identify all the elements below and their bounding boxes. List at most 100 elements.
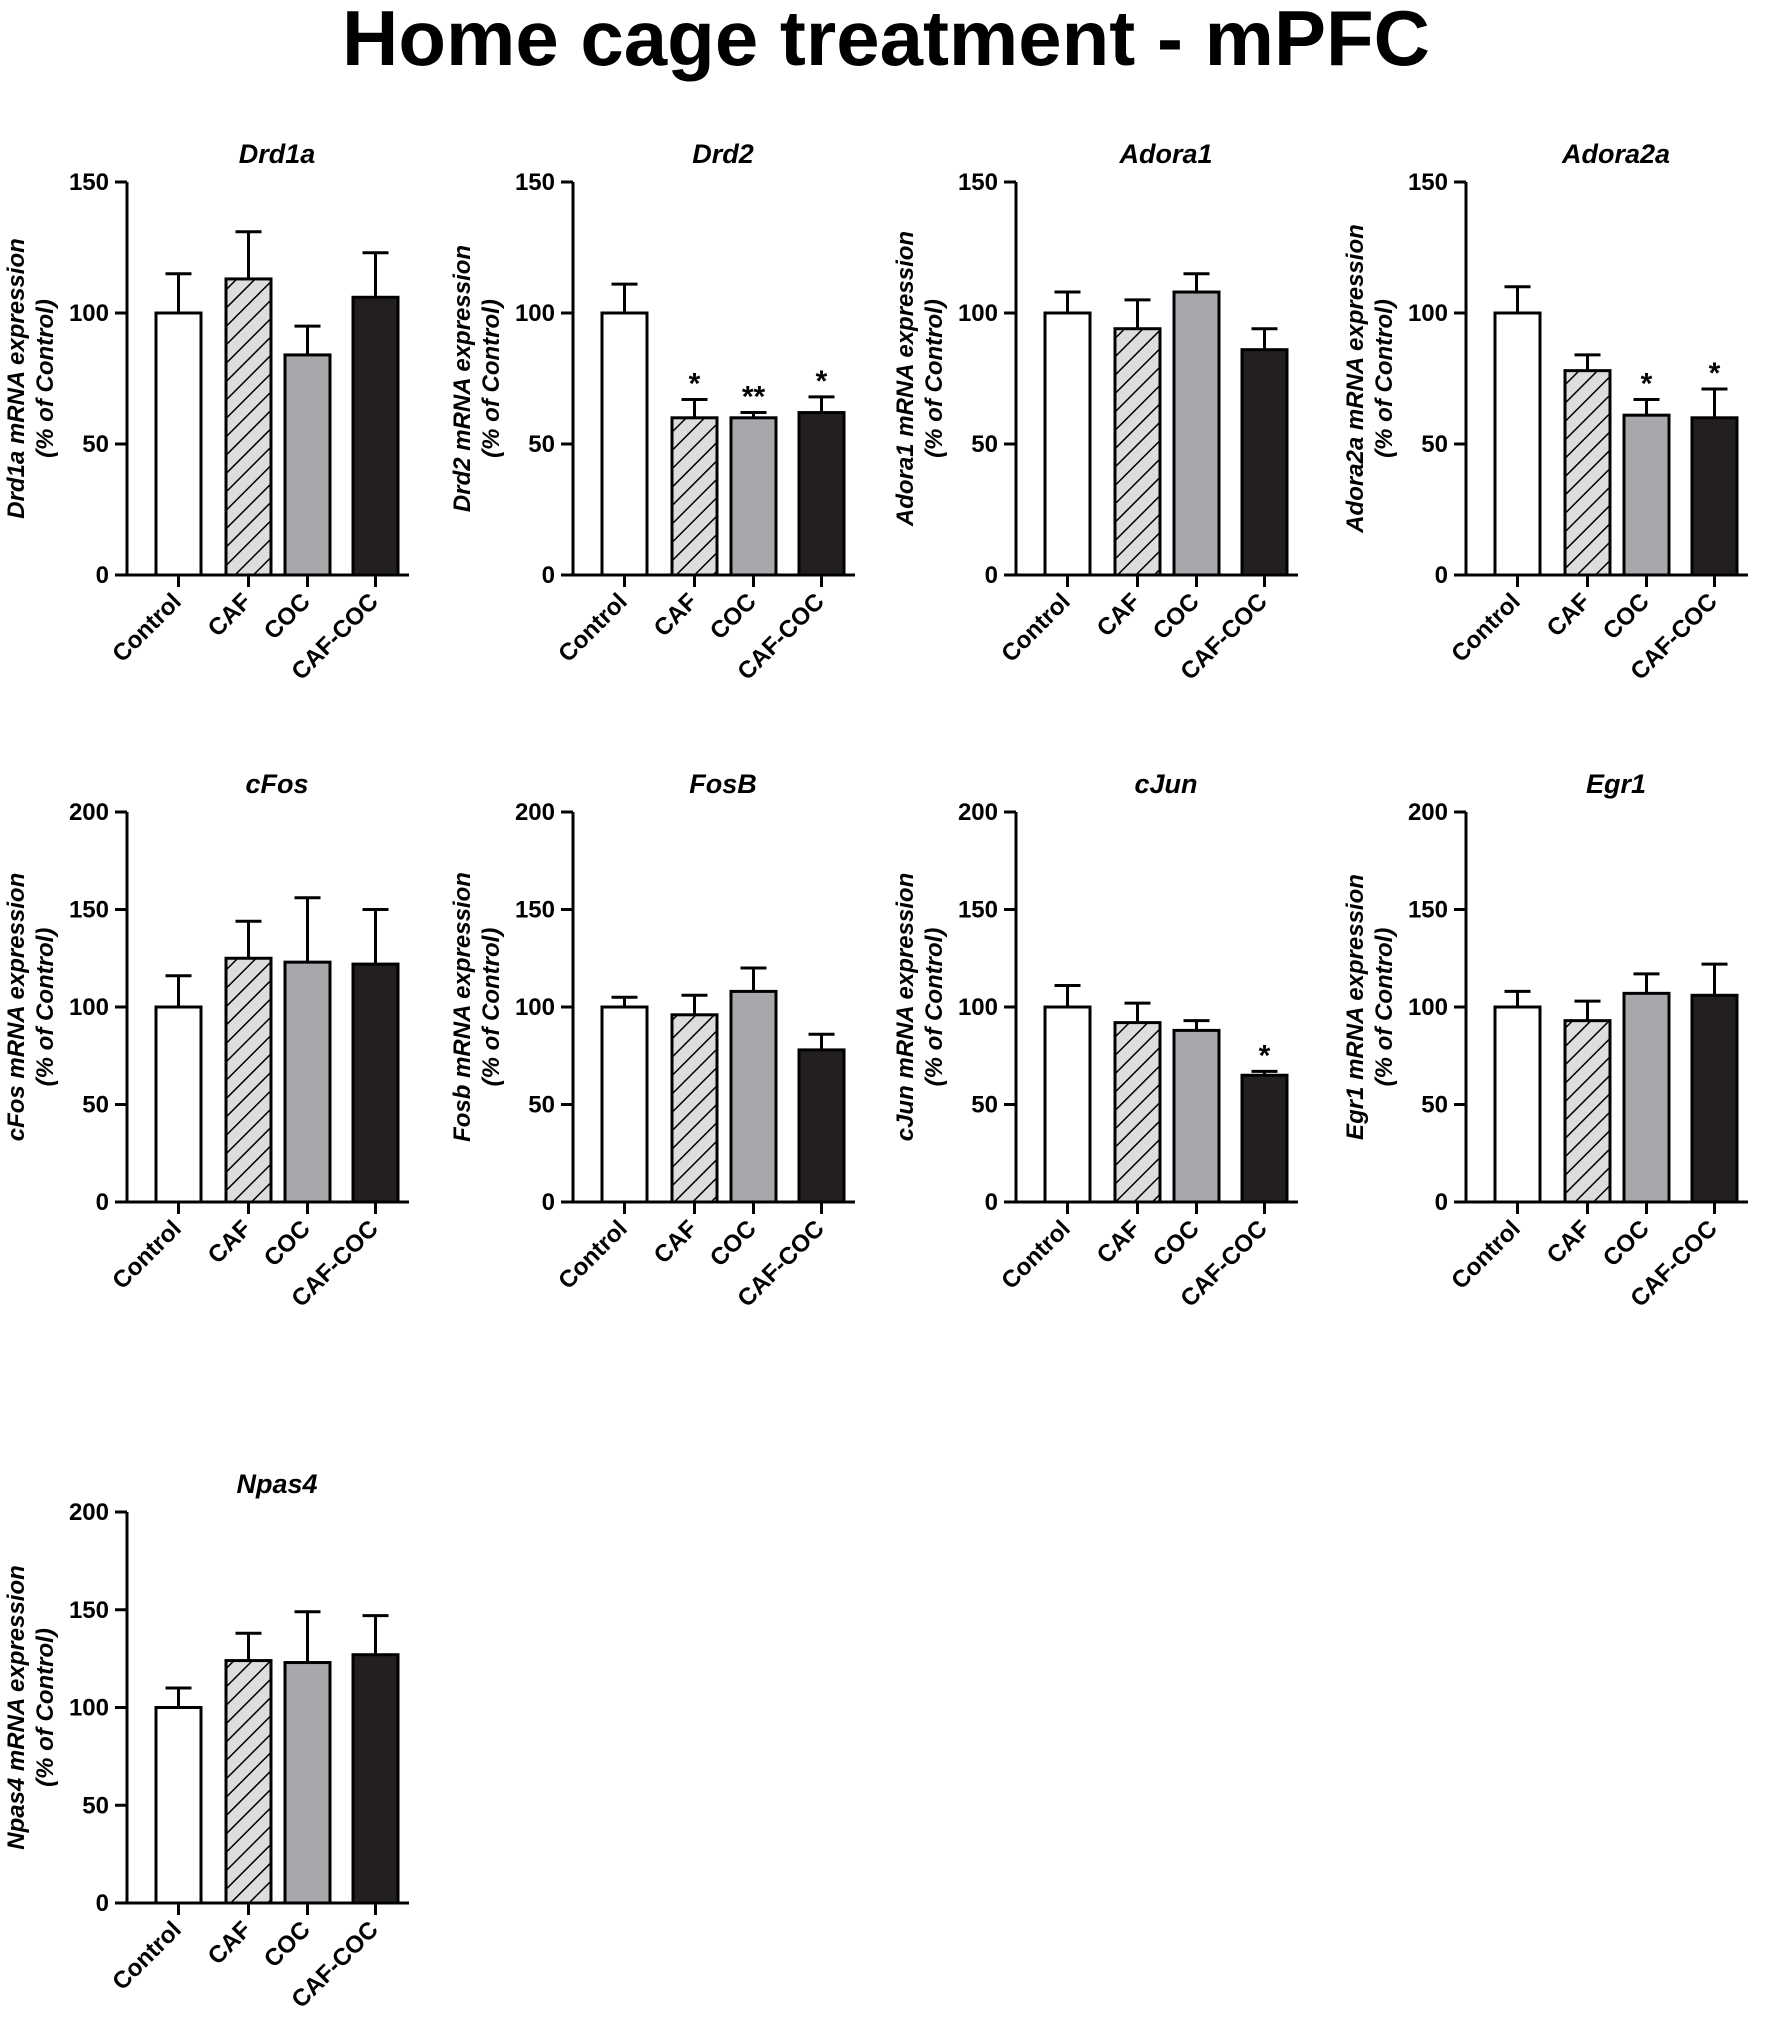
chart-panel: Drd2 Drd2 mRNA expression (% of Control) 0 5… (449, 139, 855, 685)
bar (1172, 290, 1221, 577)
x-tick-label: Control (107, 1916, 186, 1995)
y-tick-label: 150 (515, 897, 555, 924)
y-tick-label: 150 (515, 169, 555, 196)
significance-marker: * (1641, 367, 1653, 400)
y-tick-label: 200 (958, 799, 998, 826)
panel-title: cJun (1134, 769, 1197, 799)
y-tick-label: 50 (1421, 1092, 1448, 1119)
y-tick-label: 0 (96, 1189, 109, 1216)
y-tick-label: 150 (69, 169, 109, 196)
y-axis-label: cJun mRNA expression (892, 873, 919, 1142)
bar (351, 295, 400, 577)
significance-marker: * (816, 365, 828, 398)
y-axis-label: (% of Control) (1371, 299, 1398, 458)
chart-panel: cJun cJun mRNA expression (% of Control) 0 5… (892, 769, 1298, 1312)
chart-panel: FosB Fosb mRNA expression (% of Control) 0 5… (449, 769, 855, 1312)
bar (154, 1005, 203, 1204)
chart-panel: Drd1a Drd1a mRNA expression (% of Control)… (3, 139, 409, 685)
bar (600, 311, 649, 577)
y-axis-label: (% of Control) (32, 299, 59, 458)
y-tick-label: 0 (985, 562, 998, 589)
x-tick-label: Control (107, 588, 186, 667)
significance-marker: * (689, 367, 701, 400)
y-tick-label: 150 (958, 169, 998, 196)
y-axis-label: (% of Control) (921, 928, 948, 1087)
y-tick-label: 50 (528, 431, 555, 458)
y-tick-label: 0 (1435, 562, 1448, 589)
x-tick-label: CAF (1092, 1215, 1146, 1269)
y-tick-label: 200 (1408, 799, 1448, 826)
y-tick-label: 50 (82, 1792, 109, 1819)
y-tick-label: 0 (96, 1890, 109, 1917)
y-axis-label: (% of Control) (478, 928, 505, 1087)
panel-title: Egr1 (1586, 769, 1646, 799)
y-axis-label: (% of Control) (478, 299, 505, 458)
x-tick-label: COC (1148, 1215, 1205, 1272)
bar (1690, 993, 1739, 1204)
bar (797, 411, 846, 577)
panel-title: Adora1 (1118, 139, 1212, 169)
y-tick-label: 200 (515, 799, 555, 826)
x-tick-label: COC (1598, 588, 1655, 645)
bar (670, 416, 719, 577)
bar (1563, 369, 1612, 577)
y-tick-label: 150 (1408, 897, 1448, 924)
bar (670, 1013, 719, 1204)
bar (1113, 327, 1162, 577)
panel-title: Npas4 (236, 1469, 317, 1499)
bar (729, 989, 778, 1204)
bar (729, 416, 778, 577)
y-tick-label: 50 (971, 1092, 998, 1119)
bar (1622, 991, 1671, 1204)
figure-title: Home cage treatment - mPFC (342, 0, 1430, 82)
y-tick-label: 100 (1408, 300, 1448, 327)
bar (224, 956, 273, 1204)
bar (1043, 311, 1092, 577)
x-tick-label: CAF (203, 1215, 257, 1269)
y-axis-label: Npas4 mRNA expression (3, 1565, 30, 1850)
y-tick-label: 100 (69, 300, 109, 327)
x-tick-label: Control (553, 1215, 632, 1294)
bar (1563, 1019, 1612, 1204)
y-tick-label: 150 (69, 897, 109, 924)
y-axis-label: Egr1 mRNA expression (1342, 874, 1369, 1140)
bar (1690, 416, 1739, 577)
x-tick-label: CAF (1542, 588, 1596, 642)
bar (224, 1659, 273, 1905)
y-tick-label: 50 (528, 1092, 555, 1119)
x-tick-label: Control (553, 588, 632, 667)
y-tick-label: 200 (69, 1499, 109, 1526)
y-tick-label: 100 (69, 994, 109, 1021)
x-tick-label: Control (1446, 588, 1525, 667)
y-tick-label: 100 (1408, 994, 1448, 1021)
bar (283, 960, 332, 1204)
y-tick-label: 0 (96, 562, 109, 589)
bar (1493, 311, 1542, 577)
bar (1493, 1005, 1542, 1204)
x-tick-label: CAF (1542, 1215, 1596, 1269)
y-axis-label: Adora2a mRNA expression (1342, 224, 1369, 534)
y-tick-label: 50 (82, 431, 109, 458)
y-tick-label: 200 (69, 799, 109, 826)
x-tick-label: CAF (203, 1916, 257, 1970)
significance-marker: ** (742, 381, 766, 414)
y-tick-label: 100 (515, 300, 555, 327)
y-tick-label: 100 (958, 994, 998, 1021)
panel-title: Adora2a (1561, 139, 1670, 169)
x-tick-label: COC (1598, 1215, 1655, 1272)
y-tick-label: 50 (1421, 431, 1448, 458)
y-axis-label: (% of Control) (1371, 928, 1398, 1087)
y-axis-label: Adora1 mRNA expression (892, 231, 919, 527)
y-axis-label: Drd2 mRNA expression (449, 245, 476, 512)
y-tick-label: 0 (1435, 1189, 1448, 1216)
x-tick-label: Control (1446, 1215, 1525, 1294)
bar (1240, 348, 1289, 577)
y-tick-label: 0 (542, 1189, 555, 1216)
y-tick-label: 100 (69, 1695, 109, 1722)
significance-marker: * (1709, 357, 1721, 390)
y-tick-label: 100 (958, 300, 998, 327)
y-axis-label: (% of Control) (32, 1628, 59, 1787)
chart-panel: Egr1 Egr1 mRNA expression (% of Control) 0 5… (1342, 769, 1748, 1312)
bar (797, 1048, 846, 1204)
